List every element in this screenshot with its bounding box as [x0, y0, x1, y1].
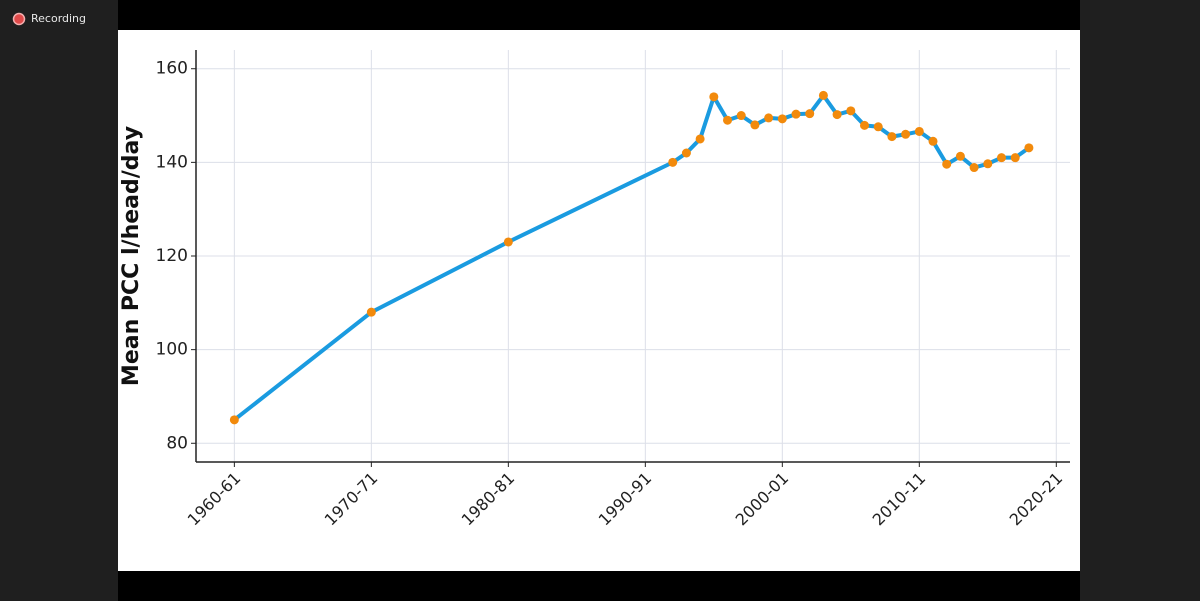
data-point: [709, 92, 719, 102]
data-point: [668, 157, 678, 167]
data-point: [846, 106, 856, 116]
data-point: [750, 120, 760, 130]
data-point: [1010, 153, 1020, 163]
data-point: [914, 126, 924, 136]
data-point: [1024, 143, 1034, 153]
recording-label[interactable]: Recording: [31, 12, 86, 25]
shared-content: [118, 30, 1080, 571]
y-tick-label: 160: [156, 59, 188, 79]
data-point: [928, 136, 938, 146]
data-point: [901, 129, 911, 139]
data-point: [997, 153, 1007, 163]
y-tick-label: 80: [166, 433, 188, 453]
data-point: [969, 163, 979, 173]
data-point: [818, 90, 828, 100]
recording-icon: [12, 12, 26, 26]
data-point: [503, 237, 513, 247]
data-point: [942, 159, 952, 169]
data-point: [764, 113, 774, 123]
y-tick-label: 140: [156, 152, 188, 172]
data-point: [955, 151, 965, 161]
data-point: [723, 115, 733, 125]
data-point: [229, 415, 239, 425]
y-axis-label: Mean PCC l/head/day: [119, 126, 144, 386]
data-point: [366, 307, 376, 317]
data-point: [777, 114, 787, 124]
data-point: [983, 159, 993, 169]
data-point: [860, 120, 870, 130]
data-point: [736, 111, 746, 121]
y-tick-label: 120: [156, 246, 188, 266]
data-point: [887, 132, 897, 142]
data-point: [873, 122, 883, 132]
y-tick-label: 100: [156, 340, 188, 360]
data-point: [695, 134, 705, 144]
data-point: [681, 148, 691, 158]
data-point: [805, 109, 815, 119]
data-point: [832, 110, 842, 120]
data-point: [791, 109, 801, 119]
